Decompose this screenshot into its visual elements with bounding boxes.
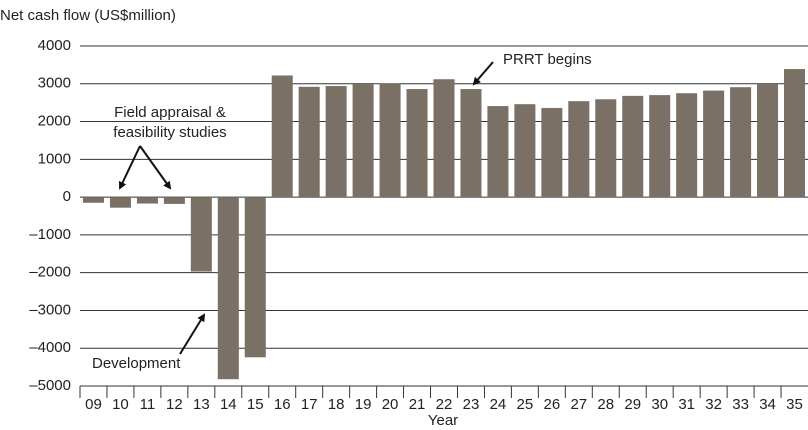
bar xyxy=(784,69,806,198)
bar xyxy=(622,95,644,198)
bar xyxy=(298,86,320,198)
x-tick-label: 19 xyxy=(355,396,372,413)
x-tick-label: 29 xyxy=(624,396,641,413)
bar xyxy=(217,197,239,380)
y-tick-label: 3000 xyxy=(38,75,71,92)
bar xyxy=(379,83,401,198)
x-tick-label: 12 xyxy=(166,396,183,413)
bar xyxy=(352,84,374,198)
bar xyxy=(271,75,293,198)
x-tick-label: 11 xyxy=(140,396,156,413)
y-tick-label: 0 xyxy=(63,188,71,205)
bar xyxy=(325,86,347,198)
bar xyxy=(541,107,563,198)
x-tick-label: 32 xyxy=(705,396,722,413)
x-tick-label: 24 xyxy=(490,396,507,413)
x-tick-label: 33 xyxy=(732,396,749,413)
arrow xyxy=(139,145,172,190)
x-tick-label: 30 xyxy=(651,396,668,413)
bar xyxy=(433,79,455,198)
x-tick-label: 34 xyxy=(759,396,776,413)
x-tick-label: 26 xyxy=(544,396,561,413)
y-tick-label: –3000 xyxy=(29,301,71,318)
bar xyxy=(568,101,590,198)
x-tick-label: 10 xyxy=(112,396,129,413)
bar xyxy=(730,87,752,198)
x-tick-label: 21 xyxy=(409,396,426,413)
x-tick-label: 14 xyxy=(220,396,237,413)
arrow xyxy=(472,61,494,86)
y-tick-label: 2000 xyxy=(38,113,71,130)
bar xyxy=(514,104,536,198)
x-tick-label: 20 xyxy=(382,396,399,413)
x-tick-label: 15 xyxy=(247,396,264,413)
y-axis-label: Net cash flow (US$million) xyxy=(0,7,176,24)
x-tick-label: 22 xyxy=(436,396,453,413)
bar xyxy=(757,84,779,198)
bar xyxy=(136,197,158,204)
x-tick-label: 25 xyxy=(517,396,534,413)
x-tick-label: 16 xyxy=(274,396,291,413)
arrow xyxy=(118,145,141,190)
x-tick-label: 27 xyxy=(570,396,587,413)
y-tick-label: –5000 xyxy=(29,377,71,394)
y-tick-label: –4000 xyxy=(29,339,71,356)
bar xyxy=(460,89,482,198)
annotation: Development xyxy=(92,355,181,372)
bar xyxy=(595,99,617,198)
bar xyxy=(487,106,509,198)
bar xyxy=(190,197,212,272)
arrow xyxy=(179,313,206,355)
x-tick-label: 17 xyxy=(301,396,318,413)
annotation: Field appraisal & xyxy=(114,104,226,121)
y-tick-label: 4000 xyxy=(38,37,71,54)
y-tick-label: –1000 xyxy=(29,226,71,243)
bar xyxy=(649,95,671,198)
x-tick-label: 18 xyxy=(328,396,345,413)
bar xyxy=(703,90,725,198)
y-tick-label: –2000 xyxy=(29,264,71,281)
annotation: PRRT begins xyxy=(503,51,592,68)
annotation: feasibility studies xyxy=(113,124,226,141)
bar xyxy=(82,197,104,203)
x-tick-label: 23 xyxy=(463,396,480,413)
x-tick-label: 35 xyxy=(786,396,803,413)
x-tick-label: 13 xyxy=(193,396,210,413)
x-axis-label: Year xyxy=(428,412,458,429)
x-tick-label: 31 xyxy=(678,396,695,413)
bar xyxy=(244,197,266,358)
bar xyxy=(109,197,131,208)
x-tick-label: 28 xyxy=(597,396,614,413)
bar xyxy=(406,89,428,198)
bar xyxy=(163,197,185,204)
x-tick-label: 09 xyxy=(85,396,102,413)
bar xyxy=(676,93,698,198)
y-tick-label: 1000 xyxy=(38,150,71,167)
